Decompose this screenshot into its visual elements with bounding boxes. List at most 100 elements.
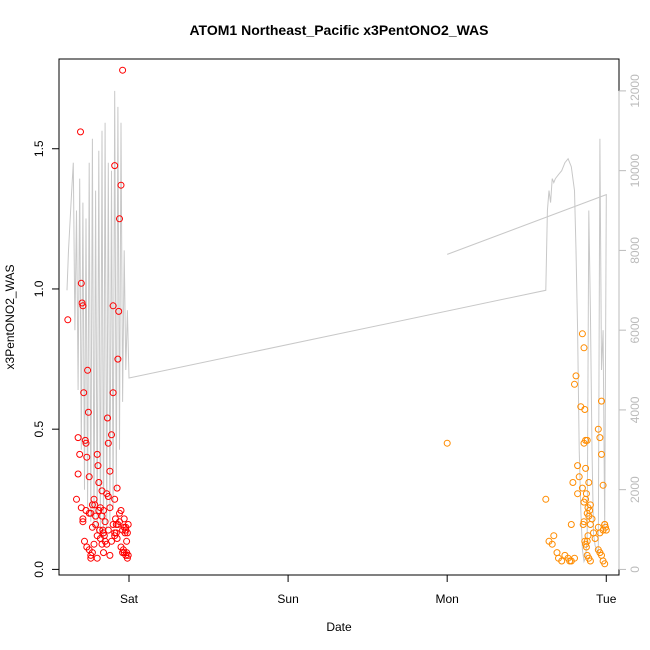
data-point — [586, 507, 594, 514]
data-point — [601, 560, 609, 568]
data-point — [574, 490, 582, 498]
right-y-tick-label: 12000 — [628, 74, 642, 108]
data-point — [578, 330, 586, 338]
data-point — [109, 302, 117, 310]
data-point — [85, 509, 93, 517]
line-layer — [66, 90, 607, 564]
data-point — [585, 479, 593, 486]
data-point — [598, 450, 605, 458]
right-y-tick-label: 4000 — [628, 396, 642, 423]
x-axis-label: Date — [326, 620, 352, 634]
data-point — [117, 181, 125, 189]
data-point — [581, 406, 589, 413]
data-point — [106, 467, 114, 475]
data-point — [120, 549, 128, 557]
data-point — [78, 299, 86, 307]
data-point — [95, 479, 103, 486]
data-point — [558, 557, 566, 565]
data-point — [598, 397, 605, 405]
data-point — [82, 439, 90, 447]
right-y-tick-label: 8000 — [628, 237, 642, 264]
data-point — [581, 537, 589, 545]
x-tick-label: Sun — [277, 592, 298, 606]
data-point — [550, 532, 558, 540]
y-tick-label: 0.5 — [32, 421, 46, 438]
data-point — [582, 464, 590, 472]
x-tick-label: Mon — [436, 592, 459, 606]
data-point — [111, 162, 119, 170]
series-line — [66, 90, 607, 564]
data-point — [571, 380, 578, 388]
data-point — [100, 507, 107, 514]
data-point — [119, 66, 127, 74]
data-point — [586, 557, 594, 565]
data-point — [74, 470, 82, 478]
data-point — [109, 521, 117, 528]
right-y-tick-label: 2000 — [628, 476, 642, 503]
data-point — [580, 344, 588, 352]
data-point — [567, 521, 575, 528]
data-point — [580, 439, 588, 447]
data-point — [115, 307, 123, 315]
data-point — [85, 473, 93, 481]
points-layer — [64, 66, 610, 568]
data-point — [579, 521, 587, 528]
y-tick-label: 1.5 — [32, 140, 46, 157]
right-y-tick-label: 0 — [628, 566, 642, 573]
y-tick-label: 0.0 — [32, 561, 46, 578]
data-point — [114, 355, 122, 363]
data-point — [98, 540, 106, 548]
data-point — [574, 462, 582, 470]
y-axis: 0.0 0.5 1.0 1.5 — [32, 140, 60, 578]
data-point — [91, 501, 99, 509]
data-point — [100, 549, 107, 557]
data-point — [580, 518, 588, 526]
data-point — [73, 495, 80, 503]
data-point — [106, 551, 114, 559]
data-point — [64, 316, 72, 324]
data-point — [88, 501, 96, 509]
data-point — [96, 526, 104, 534]
data-point — [443, 439, 451, 447]
data-point — [111, 495, 119, 503]
data-point — [580, 498, 588, 506]
data-point — [123, 529, 131, 537]
data-point — [104, 526, 112, 534]
data-point — [74, 434, 82, 442]
right-y-axis: 0 2000 4000 6000 8000 10000 12000 — [618, 74, 642, 573]
data-point — [582, 490, 590, 498]
data-point — [93, 554, 101, 562]
data-point — [553, 549, 561, 557]
y-tick-label: 1.0 — [32, 280, 46, 297]
data-point — [591, 535, 599, 542]
data-point — [116, 518, 123, 526]
data-point — [79, 518, 87, 526]
data-point — [104, 414, 111, 422]
data-point — [93, 450, 101, 458]
y-axis-label: x3PentONO2_WAS — [3, 265, 17, 370]
data-point — [594, 425, 602, 433]
x-axis: Sat Sun Mon Tue — [120, 574, 617, 606]
data-point — [81, 436, 89, 444]
data-point — [567, 557, 575, 565]
data-point — [84, 366, 92, 374]
data-point — [117, 507, 125, 514]
data-point — [90, 540, 98, 548]
data-point — [87, 551, 95, 559]
data-point — [582, 540, 590, 548]
right-y-tick-label: 10000 — [628, 154, 642, 188]
data-point — [77, 279, 85, 287]
plot-frame — [58, 58, 620, 576]
data-point — [542, 495, 550, 503]
chart-title: ATOM1 Northeast_Pacific x3PentONO2_WAS — [189, 22, 488, 38]
data-point — [101, 518, 109, 526]
data-point — [84, 408, 92, 416]
data-point — [109, 389, 117, 397]
data-point — [108, 537, 115, 545]
data-point — [80, 389, 88, 397]
data-point — [77, 128, 84, 136]
data-point — [108, 431, 115, 439]
data-point — [601, 521, 609, 528]
data-point — [81, 537, 88, 545]
